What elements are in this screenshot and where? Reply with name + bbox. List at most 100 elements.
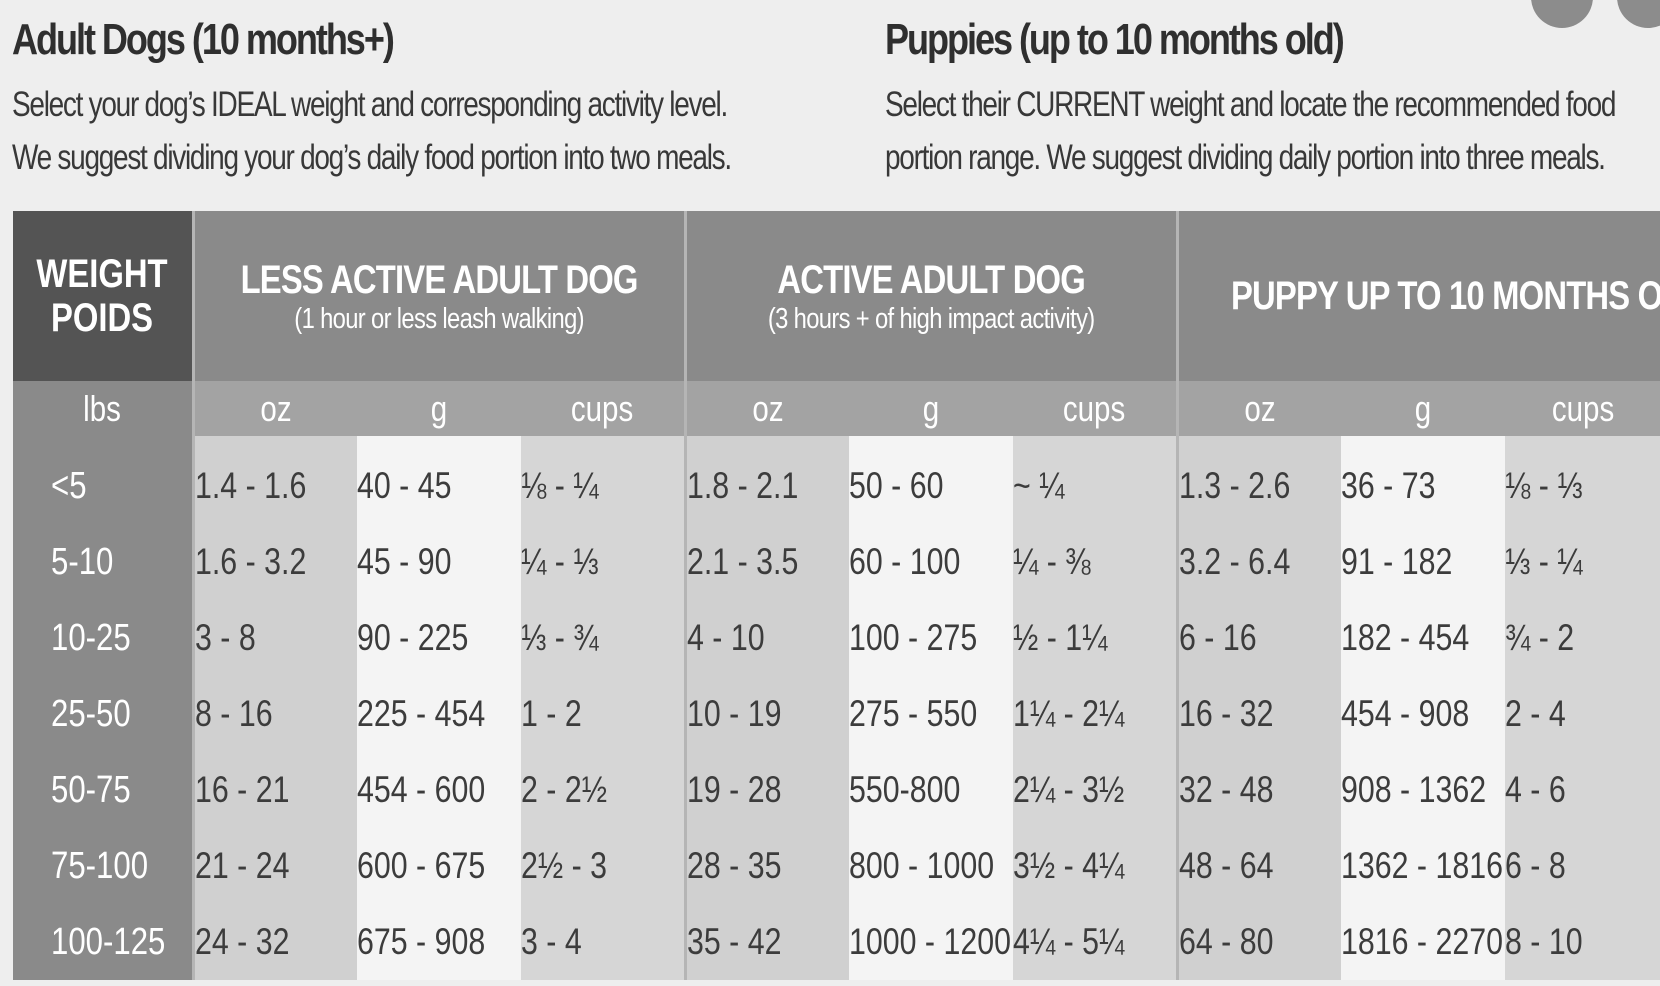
g-cell: 550-800 <box>849 752 1014 828</box>
cell-value: 1.4 - 1.6 <box>194 465 306 506</box>
cell-value: 91 - 182 <box>1341 541 1453 582</box>
cell-value: 50 - 60 <box>849 465 944 506</box>
oz-cell: 10 - 19 <box>683 676 850 752</box>
cell-value: 1816 - 2270 <box>1341 921 1504 962</box>
oz-cell: 64 - 80 <box>1175 904 1342 980</box>
cell-value: 1000 - 1200 <box>849 921 1011 962</box>
g-cell: 600 - 675 <box>357 828 521 904</box>
unit-label: g <box>430 387 448 429</box>
cell-value: 275 - 550 <box>849 693 978 734</box>
oz-cell: 3.2 - 6.4 <box>1175 524 1342 600</box>
table-row: 50-75 16 - 21 454 - 600 2 - 2½ 19 - 28 5… <box>13 752 1660 828</box>
cups-cell: ¾ - 2 <box>1505 600 1660 676</box>
table-row: 10-25 3 - 8 90 - 225 ⅓ - ¾ 4 - 10 100 - … <box>13 600 1660 676</box>
oz-cell: 1.3 - 2.6 <box>1175 436 1342 524</box>
weight-cell: 75-100 <box>13 828 193 904</box>
group-title: PUPPY UP TO 10 MONTHS OLD <box>1230 274 1660 318</box>
cell-value: 6 - 8 <box>1505 845 1566 886</box>
g-cell: 1000 - 1200 <box>849 904 1014 980</box>
cups-cell: ⅓ - ¼ <box>1505 524 1660 600</box>
puppy-title: Puppies (up to 10 months old) <box>885 15 1345 64</box>
adult-instruction-line: Select your dog’s IDEAL weight and corre… <box>12 85 728 124</box>
cups-cell: 6 - 8 <box>1505 828 1660 904</box>
cell-value: 2 - 2½ <box>521 769 608 810</box>
cell-value: 28 - 35 <box>686 845 781 886</box>
cups-cell: 2 - 4 <box>1505 676 1660 752</box>
cell-value: ½ - 1¼ <box>1013 617 1108 658</box>
cell-value: 800 - 1000 <box>849 845 995 886</box>
cell-value: 2½ - 3 <box>521 845 608 886</box>
cups-cell: ¼ - ⅜ <box>1013 524 1178 600</box>
weight-value: 100-125 <box>51 920 166 963</box>
g-cell: 90 - 225 <box>357 600 521 676</box>
cell-value: 6 - 16 <box>1178 617 1257 658</box>
unit-header-oz: oz <box>683 381 850 436</box>
cell-value: 10 - 19 <box>686 693 781 734</box>
cell-value: 4¼ - 5¼ <box>1013 921 1125 962</box>
oz-cell: 35 - 42 <box>683 904 850 980</box>
feeding-table: WEIGHT POIDS LESS ACTIVE ADULT DOG (1 ho… <box>13 211 1660 980</box>
cell-value: ⅓ - ¼ <box>1505 541 1583 582</box>
unit-header-lbs: lbs <box>13 381 193 436</box>
weight-header-line: WEIGHT <box>36 252 168 296</box>
unit-header-cups: cups <box>521 381 686 436</box>
cell-value: 16 - 32 <box>1178 693 1274 734</box>
g-cell: 91 - 182 <box>1341 524 1506 600</box>
cell-value: 19 - 28 <box>686 769 781 810</box>
cell-value: 908 - 1362 <box>1341 769 1487 810</box>
g-cell: 1816 - 2270 <box>1341 904 1506 980</box>
cell-value: ⅛ - ⅓ <box>1505 465 1583 506</box>
g-cell: 182 - 454 <box>1341 600 1506 676</box>
oz-cell: 3 - 8 <box>191 600 357 676</box>
cell-value: 21 - 24 <box>194 845 289 886</box>
puppy-instruction-line: Select their CURRENT weight and locate t… <box>885 85 1616 124</box>
cups-cell: ¼ - ⅓ <box>521 524 686 600</box>
oz-cell: 2.1 - 3.5 <box>683 524 850 600</box>
g-cell: 36 - 73 <box>1341 436 1506 524</box>
cell-value: 45 - 90 <box>357 541 452 582</box>
weight-value: 10-25 <box>51 616 131 659</box>
g-cell: 800 - 1000 <box>849 828 1014 904</box>
adult-intro: Adult Dogs (10 months+) Select your dog’… <box>12 14 852 184</box>
cups-cell: 4 - 6 <box>1505 752 1660 828</box>
cell-value: ¾ - 2 <box>1505 617 1575 658</box>
cell-value: 8 - 10 <box>1505 921 1583 962</box>
cups-cell: 4¼ - 5¼ <box>1013 904 1178 980</box>
table-row: 75-100 21 - 24 600 - 675 2½ - 3 28 - 35 … <box>13 828 1660 904</box>
less-active-header: LESS ACTIVE ADULT DOG (1 hour or less le… <box>191 211 686 381</box>
cell-value: 2¼ - 3½ <box>1013 769 1125 810</box>
cell-value: ⅛ - ¼ <box>521 465 599 506</box>
cell-value: 1¼ - 2¼ <box>1013 693 1125 734</box>
weight-cell: 25-50 <box>13 676 193 752</box>
cell-value: 32 - 48 <box>1178 769 1274 810</box>
oz-cell: 1.4 - 1.6 <box>191 436 357 524</box>
cell-value: 16 - 21 <box>194 769 289 810</box>
g-cell: 675 - 908 <box>357 904 521 980</box>
cell-value: 24 - 32 <box>194 921 289 962</box>
g-cell: 908 - 1362 <box>1341 752 1506 828</box>
group-subtitle: (3 hours + of high impact activity) <box>767 303 1095 335</box>
unit-header-g: g <box>849 381 1014 436</box>
oz-cell: 28 - 35 <box>683 828 850 904</box>
cell-value: 36 - 73 <box>1341 465 1436 506</box>
cell-value: 2 - 4 <box>1505 693 1566 734</box>
cell-value: ⅓ - ¾ <box>521 617 599 658</box>
oz-cell: 1.6 - 3.2 <box>191 524 357 600</box>
cups-cell: ⅓ - ¾ <box>521 600 686 676</box>
cell-value: ¼ - ⅜ <box>1013 541 1091 582</box>
puppy-header: PUPPY UP TO 10 MONTHS OLD <box>1175 211 1660 381</box>
weight-cell: 5-10 <box>13 524 193 600</box>
cell-value: 3 - 4 <box>521 921 582 962</box>
unit-header-oz: oz <box>191 381 357 436</box>
unit-label: g <box>1414 387 1432 429</box>
cups-cell: 1 - 2 <box>521 676 686 752</box>
cell-value: 675 - 908 <box>357 921 486 962</box>
group-subtitle: (1 hour or less leash walking) <box>294 303 584 335</box>
cups-cell: ½ - 1¼ <box>1013 600 1178 676</box>
weight-value: <5 <box>51 464 87 507</box>
puppy-instruction-line: portion range. We suggest dividing daily… <box>885 138 1606 177</box>
weight-value: 75-100 <box>51 844 149 887</box>
adult-title: Adult Dogs (10 months+) <box>12 15 395 64</box>
adult-instruction-line: We suggest dividing your dog’s daily foo… <box>12 138 732 177</box>
cell-value: 1362 - 1816 <box>1341 845 1504 886</box>
